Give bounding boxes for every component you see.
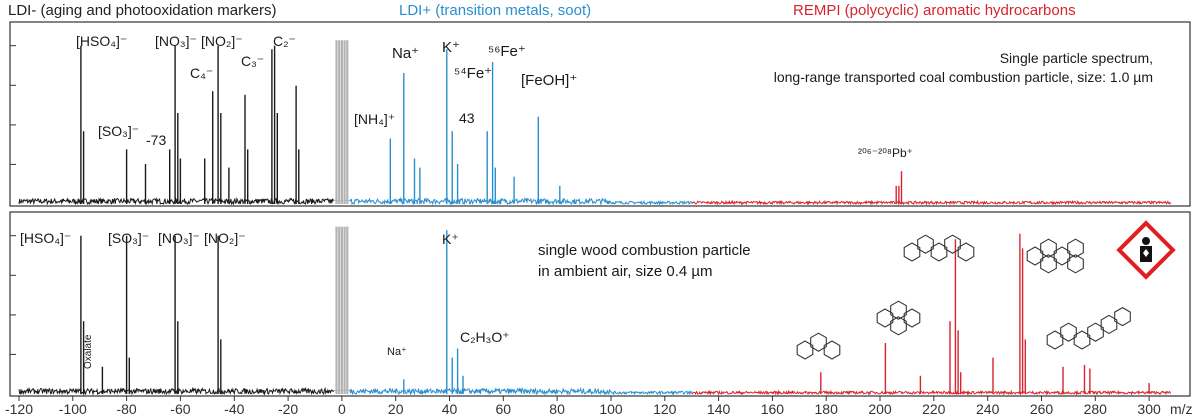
x-tick-label: -20 [278, 401, 298, 417]
label-no2-bottom: [NO₂]⁻ [204, 230, 246, 246]
pyrene-structure-icon [876, 300, 921, 336]
x-tick-label: 100 [599, 401, 623, 417]
baseline-trace [349, 196, 693, 206]
header-rempi: REMPI (polycyclic) aromatic hydrocarbons [793, 2, 1076, 19]
label-k-top: K⁺ [442, 39, 460, 56]
x-tick-label: 300 [1137, 401, 1161, 417]
description-bottom-line2: in ambient air, size 0.4 µm [538, 263, 713, 280]
x-tick-label: 140 [707, 401, 731, 417]
baseline-trace [691, 389, 1172, 396]
label-nh4-top: [NH₄]⁺ [354, 111, 395, 127]
x-tick-label: 240 [976, 401, 1000, 417]
label-k-bottom: K⁺ [442, 231, 459, 247]
x-tick-label: 0 [338, 401, 346, 417]
x-tick-label: -120 [5, 401, 33, 417]
x-tick-label: 20 [388, 401, 404, 417]
description-top-line2: long-range transported coal combustion p… [774, 69, 1153, 85]
x-tick-label: 160 [761, 401, 785, 417]
x-axis-ticks: -120 -100 -80 -60 -40 -20 0 20 40 60 80 100 120 140 16… [5, 396, 1161, 417]
description-top-line1: Single particle spectrum, [1000, 50, 1153, 66]
benzopyrene-structure-icon [1026, 238, 1084, 274]
x-tick-label: -100 [59, 401, 87, 417]
header-ldi-negative: LDI- (aging and photooxidation markers) [8, 2, 277, 19]
x-axis-unit: m/z [1170, 401, 1193, 417]
label-so3-bottom: [SO₃]⁻ [108, 230, 149, 246]
label-na-bottom: Na⁺ [387, 346, 407, 358]
label-no3-top: [NO₃]⁻ [155, 33, 197, 49]
label-na-top: Na⁺ [392, 45, 419, 62]
chrysene-structure-icon [903, 234, 975, 262]
x-tick-label: 60 [496, 401, 512, 417]
label-no2-top: [NO₂]⁻ [201, 33, 243, 49]
top-panel-frame [9, 21, 1191, 207]
dibenzanthracene-structure-icon [1046, 307, 1131, 350]
top-panel-traces [18, 40, 1172, 206]
label-54fe-top: ⁵⁴Fe⁺ [454, 65, 492, 82]
label-c4-top: C₄⁻ [190, 65, 213, 81]
label-so3-top: [SO₃]⁻ [98, 123, 139, 139]
label-73-top: -73 [146, 132, 166, 148]
x-tick-label: -80 [116, 401, 136, 417]
health-hazard-icon [1116, 220, 1176, 280]
label-c2h3o-bottom: C₂H₃O⁺ [460, 329, 510, 345]
phenanthrene-structure-icon [796, 332, 841, 360]
baseline-trace [349, 386, 693, 396]
x-tick-label: 220 [922, 401, 946, 417]
label-56fe-top: ⁵⁶Fe⁺ [488, 43, 526, 60]
x-tick-label: -60 [170, 401, 190, 417]
x-tick-label: 120 [653, 401, 677, 417]
label-hso4-bottom: [HSO₄]⁻ [20, 230, 71, 246]
label-feoh-top: [FeOH]⁺ [521, 72, 577, 89]
baseline-trace [18, 196, 335, 206]
label-hso4-top: [HSO₄]⁻ [76, 33, 127, 49]
label-43-top: 43 [459, 110, 475, 126]
label-no3-bottom: [NO₃]⁻ [158, 230, 200, 246]
x-tick-label: 280 [1084, 401, 1108, 417]
x-tick-label: 200 [868, 401, 892, 417]
bottom-panel-traces [18, 226, 1172, 396]
label-c3-top: C₃⁻ [241, 53, 264, 69]
x-tick-label: -40 [224, 401, 244, 417]
label-pb-top: ²⁰⁶⁻²⁰⁸Pb⁺ [858, 146, 913, 160]
bottom-panel-frame [9, 211, 1191, 397]
label-oxalate-bottom: Oxalate [83, 334, 94, 369]
y-ticks [10, 45, 16, 355]
header-ldi-positive: LDI+ (transition metals, soot) [399, 2, 592, 19]
baseline-trace [691, 199, 1172, 206]
x-tick-label: 180 [815, 401, 839, 417]
x-tick-label: 260 [1030, 401, 1054, 417]
x-tick-label: 40 [442, 401, 458, 417]
description-bottom-line1: single wood combustion particle [538, 242, 751, 259]
baseline-trace [18, 386, 335, 396]
label-c2-top: C₂⁻ [273, 33, 296, 49]
x-tick-label: 80 [549, 401, 565, 417]
